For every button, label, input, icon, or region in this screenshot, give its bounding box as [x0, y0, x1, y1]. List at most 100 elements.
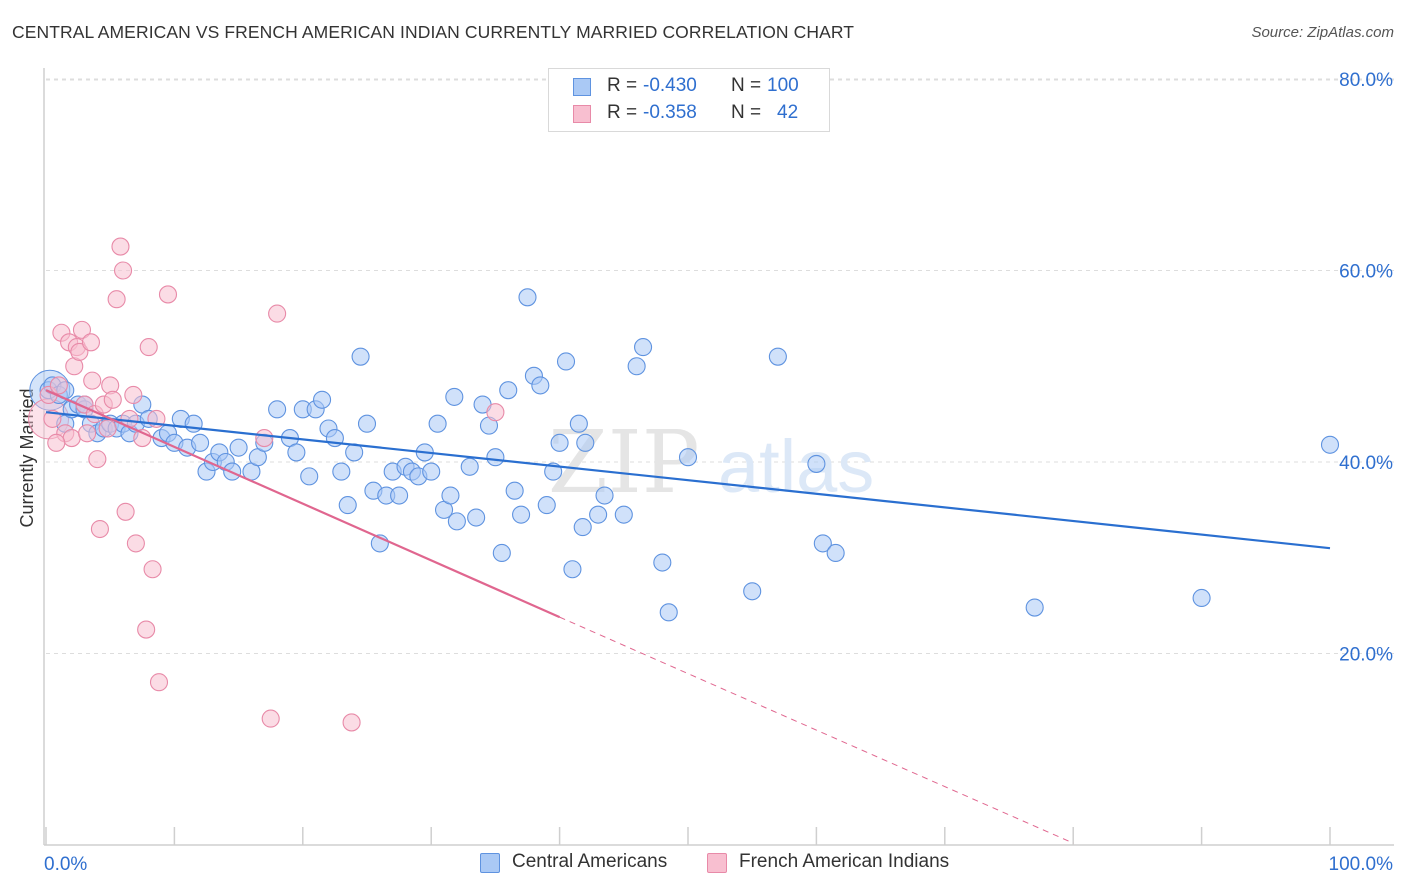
- data-point-french-american-indians: [98, 419, 117, 438]
- y-tick-label: 60.0%: [1339, 262, 1393, 283]
- legend-r-value: -0.430: [643, 75, 697, 96]
- data-point-central-americans: [589, 505, 608, 524]
- data-point-central-americans: [678, 448, 698, 467]
- bottom-legend-label: Central Americans: [512, 851, 668, 872]
- data-point-central-americans: [268, 400, 287, 419]
- source-label: Source: ZipAtlas.com: [1251, 24, 1394, 41]
- data-point-central-americans: [357, 414, 377, 433]
- data-point-french-american-indians: [90, 519, 109, 539]
- data-point-central-americans: [332, 462, 351, 481]
- data-point-central-americans: [550, 433, 569, 452]
- data-point-french-american-indians: [88, 450, 107, 469]
- data-point-central-americans: [351, 347, 370, 366]
- y-tick-label: 40.0%: [1339, 453, 1393, 474]
- data-point-central-americans: [338, 496, 357, 515]
- data-point-french-american-indians: [261, 709, 280, 728]
- data-point-french-american-indians: [62, 429, 81, 448]
- legend-r-label: R =: [607, 75, 643, 96]
- data-point-french-american-indians: [124, 385, 143, 405]
- data-point-central-americans: [229, 438, 248, 457]
- trendline-central-americans: [45, 411, 1331, 550]
- data-point-central-americans: [659, 603, 678, 622]
- data-point-central-americans: [441, 486, 460, 505]
- data-point-central-americans: [191, 433, 210, 452]
- data-point-central-americans: [573, 518, 592, 537]
- bottom-legend-label: French American Indians: [739, 851, 950, 872]
- data-point-central-americans: [492, 543, 511, 563]
- data-point-french-american-indians: [78, 424, 97, 443]
- data-point-central-americans: [460, 457, 479, 476]
- data-point-central-americans: [813, 534, 832, 553]
- data-point-central-americans: [505, 481, 524, 500]
- data-point-french-american-indians: [83, 371, 102, 390]
- data-point-central-americans: [1192, 588, 1211, 608]
- data-point-central-americans: [512, 505, 531, 524]
- data-point-central-americans: [518, 288, 537, 307]
- data-point-french-american-indians: [49, 376, 68, 395]
- chart-title: CENTRAL AMERICAN VS FRENCH AMERICAN INDI…: [12, 22, 855, 42]
- data-point-central-americans: [499, 381, 518, 400]
- bottom-legend-swatch-pink: [707, 853, 727, 873]
- data-point-central-americans: [653, 553, 672, 572]
- data-point-central-americans: [300, 467, 319, 486]
- data-point-central-americans: [569, 414, 588, 433]
- data-point-central-americans: [537, 496, 556, 515]
- data-point-central-americans: [1320, 435, 1340, 454]
- data-point-french-american-indians: [72, 320, 92, 339]
- data-point-french-american-indians: [268, 304, 287, 323]
- x-tick-label: 0.0%: [44, 854, 87, 875]
- legend-n-value: 100: [767, 75, 799, 96]
- data-point-central-americans: [445, 387, 464, 406]
- data-point-french-american-indians: [81, 333, 100, 352]
- y-tick-label: 20.0%: [1339, 645, 1393, 666]
- data-point-french-american-indians: [103, 390, 122, 409]
- legend-swatch-blue: [573, 78, 591, 96]
- legend-n-value: 42: [777, 102, 799, 123]
- data-point-central-americans: [531, 376, 550, 395]
- data-point-french-american-indians: [149, 673, 169, 692]
- data-point-french-american-indians: [342, 713, 361, 732]
- data-point-central-americans: [447, 512, 466, 531]
- data-point-french-american-indians: [137, 620, 156, 639]
- watermark-atlas: atlas: [718, 425, 874, 508]
- data-point-french-american-indians: [47, 433, 66, 452]
- legend-n-label: N =: [731, 75, 767, 96]
- data-point-french-american-indians: [486, 403, 505, 422]
- legend-r-value: -0.358: [643, 102, 697, 123]
- data-point-french-american-indians: [126, 534, 145, 553]
- data-point-french-american-indians: [111, 237, 130, 256]
- y-axis-label: Currently Married: [17, 388, 37, 527]
- data-point-central-americans: [486, 448, 505, 467]
- data-point-french-american-indians: [43, 409, 62, 428]
- data-point-french-american-indians: [158, 285, 178, 304]
- data-point-french-american-indians: [116, 502, 135, 521]
- bottom-legend-swatch-blue: [480, 853, 500, 873]
- data-point-central-americans: [807, 454, 826, 473]
- x-tick-label: 100.0%: [1329, 854, 1394, 875]
- data-point-central-americans: [595, 486, 614, 505]
- data-point-central-americans: [287, 443, 306, 462]
- data-point-central-americans: [614, 505, 633, 524]
- legend-r-label: R =: [607, 102, 643, 123]
- watermark-zip: ZIP: [548, 413, 700, 513]
- data-point-central-americans: [467, 508, 486, 527]
- data-point-french-american-indians: [143, 560, 162, 579]
- data-point-central-americans: [563, 560, 582, 579]
- legend-swatch-pink: [573, 105, 591, 123]
- stats-legend: R = -0.430 N = 100 R = -0.358 N = 42: [548, 68, 830, 132]
- data-point-central-americans: [576, 433, 595, 452]
- legend-n-label: N =: [731, 102, 767, 123]
- data-point-french-american-indians: [113, 261, 133, 280]
- data-point-french-american-indians: [255, 429, 274, 448]
- data-point-central-americans: [627, 357, 646, 376]
- data-point-central-americans: [743, 582, 762, 601]
- data-point-central-americans: [422, 462, 441, 481]
- trendline-french-american-indians: [45, 389, 561, 619]
- data-point-central-americans: [184, 414, 203, 433]
- data-point-central-americans: [313, 390, 332, 409]
- data-point-central-americans: [390, 486, 409, 505]
- trendline-extension-french-american-indians: [559, 616, 1074, 844]
- data-point-central-americans: [768, 347, 787, 366]
- data-point-central-americans: [556, 352, 576, 371]
